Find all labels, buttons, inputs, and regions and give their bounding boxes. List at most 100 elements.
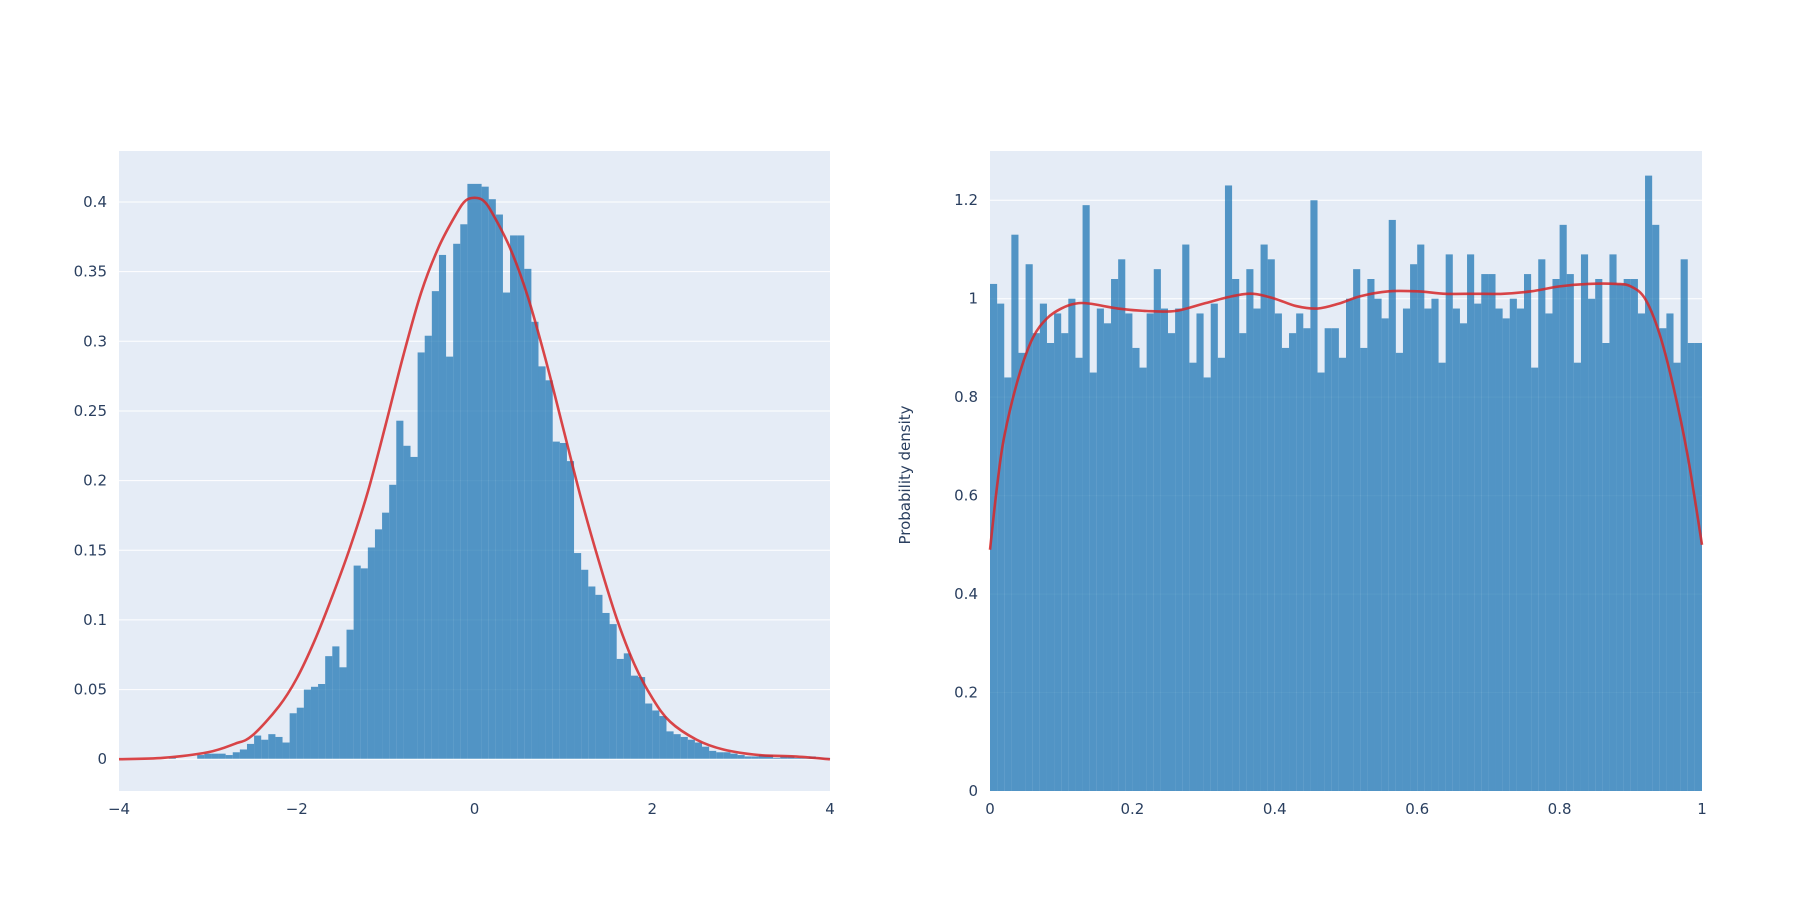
histogram-bar — [1039, 303, 1047, 791]
histogram-bar — [990, 283, 998, 791]
y-tick-label: 1.2 — [954, 191, 978, 209]
right-histogram-panel: 0 0.2 0.4 0.6 0.8 1 1.2 0 0.2 0.4 0.6 0.8 1 — [954, 151, 1707, 818]
histogram-bar — [1595, 279, 1603, 791]
histogram-bar — [559, 442, 567, 760]
histogram-bar — [787, 756, 795, 760]
histogram-bar — [645, 703, 653, 760]
histogram-bar — [694, 742, 703, 760]
histogram-bar — [374, 529, 383, 760]
histogram-bar — [1203, 377, 1211, 791]
histogram-bar — [773, 757, 781, 760]
histogram-bar — [1139, 367, 1147, 791]
histogram-bar — [474, 183, 482, 760]
histogram-bar — [396, 420, 404, 760]
histogram-bar — [751, 756, 759, 760]
histogram-bar — [1552, 279, 1560, 791]
histogram-bar — [1274, 313, 1282, 791]
histogram-bar — [1068, 298, 1076, 791]
y-axis-title: Probability density — [896, 405, 914, 544]
histogram-bar — [1402, 308, 1411, 791]
histogram-bar — [1659, 328, 1667, 791]
histogram-bar — [510, 235, 518, 760]
histogram-bar — [659, 716, 667, 760]
histogram-bar — [1645, 175, 1653, 792]
y-tick-label: 0 — [968, 782, 978, 800]
bar-series — [990, 175, 1702, 792]
histogram-bar — [1260, 244, 1268, 792]
histogram-bar — [204, 753, 212, 760]
histogram-bar — [310, 686, 319, 760]
histogram-bar — [1132, 347, 1140, 791]
histogram-bar — [211, 753, 219, 760]
histogram-bar — [744, 756, 752, 760]
histogram-bar — [1011, 234, 1019, 791]
y-tick-label: 0.2 — [954, 684, 978, 702]
histogram-bar — [1410, 264, 1418, 791]
x-tick-label: 0.8 — [1548, 800, 1572, 818]
histogram-bar — [1488, 274, 1496, 792]
y-tick-label: 0.25 — [74, 402, 107, 420]
histogram-bar — [1623, 279, 1631, 791]
histogram-bar — [1431, 298, 1439, 791]
histogram-bar — [275, 736, 283, 760]
histogram-bar — [467, 183, 475, 760]
x-tick-label: 0.6 — [1405, 800, 1429, 818]
y-tick-label: 0.15 — [74, 541, 107, 559]
histogram-bar — [1353, 269, 1361, 792]
histogram-bar — [517, 235, 525, 760]
histogram-bar — [616, 658, 624, 760]
histogram-bar — [1061, 333, 1069, 791]
histogram-bar — [1338, 357, 1346, 791]
histogram-bar — [254, 735, 262, 760]
histogram-bar — [595, 594, 603, 760]
histogram-bar — [303, 689, 311, 760]
histogram-bar — [1694, 343, 1702, 791]
histogram-bar — [1331, 328, 1339, 791]
histogram-bar — [1459, 323, 1468, 791]
histogram-bar — [446, 356, 454, 760]
histogram-bar — [417, 352, 425, 760]
histogram-bar — [1217, 357, 1225, 791]
histogram-bar — [524, 268, 532, 760]
histogram-bar — [1082, 205, 1090, 792]
histogram-bar — [246, 743, 255, 760]
histogram-bar — [232, 752, 240, 760]
histogram-bar — [431, 291, 439, 760]
histogram-bar — [630, 675, 639, 760]
histogram-bar — [1346, 298, 1354, 791]
histogram-bar — [1395, 352, 1403, 791]
histogram-bar — [1481, 274, 1489, 792]
histogram-bar — [531, 321, 539, 760]
histogram-bar — [1253, 308, 1261, 791]
histogram-bar — [239, 749, 247, 760]
histogram-bar — [1032, 333, 1040, 791]
histogram-bar — [588, 586, 596, 760]
histogram-bar — [730, 753, 738, 760]
histogram-bar — [488, 199, 496, 760]
histogram-bar — [1580, 254, 1589, 791]
histogram-bar — [1367, 279, 1375, 791]
histogram-bar — [545, 380, 553, 760]
histogram-bar — [623, 653, 631, 760]
histogram-bar — [997, 303, 1005, 791]
histogram-bar — [1239, 333, 1247, 791]
histogram-bar — [638, 677, 646, 760]
histogram-bar — [574, 553, 582, 760]
histogram-bar — [673, 734, 681, 760]
histogram-bar — [1424, 308, 1432, 791]
histogram-bar — [1267, 259, 1275, 791]
histogram-bar — [1289, 333, 1297, 791]
histogram-bar — [1054, 313, 1062, 791]
histogram-bar — [218, 753, 226, 760]
histogram-bar — [702, 746, 710, 760]
histogram-bar — [1566, 274, 1574, 792]
histogram-bar — [1182, 244, 1190, 792]
y-tick-label: 0.05 — [74, 681, 107, 699]
histogram-bar — [453, 243, 461, 760]
x-tick-label: 0.4 — [1263, 800, 1287, 818]
histogram-bar — [1652, 224, 1660, 791]
histogram-bar — [780, 756, 788, 760]
x-tick-label: 0.2 — [1120, 800, 1144, 818]
histogram-bar — [1189, 362, 1197, 791]
